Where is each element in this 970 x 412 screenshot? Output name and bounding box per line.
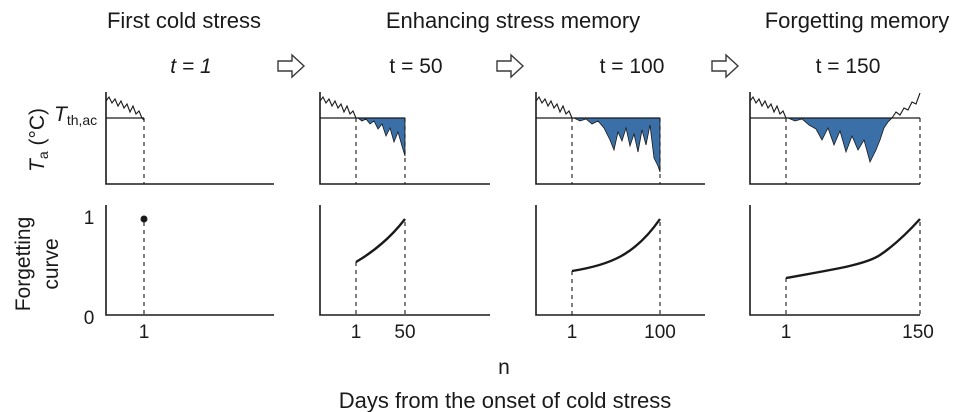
x-tick-label: 1 xyxy=(351,322,362,343)
memory-point xyxy=(140,215,148,223)
x-tick-label: 1 xyxy=(567,322,578,343)
stress-area xyxy=(787,117,893,164)
temperature-plot xyxy=(105,92,274,185)
heading-forgetting-memory: Forgetting memory xyxy=(765,8,950,33)
t-label-panel-1: t = 1 xyxy=(170,55,211,78)
heading-enhancing-stress-memory: Enhancing stress memory xyxy=(386,8,640,33)
temperature-trace xyxy=(891,92,921,119)
x-tick-label: 50 xyxy=(394,322,415,343)
t-label-panel-3: t = 100 xyxy=(600,55,665,78)
temperature-trace xyxy=(749,95,787,119)
forgetting-curve-label-line2: curve xyxy=(40,238,63,289)
forgetting-curve xyxy=(571,218,661,273)
panel-first-cold-stress: 1 xyxy=(105,92,274,343)
forgetting-plot xyxy=(535,205,705,316)
forgetting-tick-0: 0 xyxy=(84,308,95,329)
temperature-trace xyxy=(319,95,357,119)
temperature-trace xyxy=(535,95,573,119)
heading-first-cold-stress: First cold stress xyxy=(107,8,261,33)
right-arrow-icon xyxy=(277,53,306,79)
temperature-plot xyxy=(535,92,705,185)
panel-t-50: 1 50 xyxy=(319,92,490,343)
threshold-label: Tth,ac xyxy=(54,103,97,128)
stress-area xyxy=(573,117,661,173)
x-axis-caption: Days from the onset of cold stress xyxy=(339,388,672,412)
panel-t-100: 1 100 xyxy=(535,92,705,343)
forgetting-tick-1: 1 xyxy=(84,208,95,229)
right-arrow-icon xyxy=(496,53,525,79)
temperature-plot xyxy=(319,92,490,185)
forgetting-plot xyxy=(319,205,490,316)
x-tick-label: 150 xyxy=(902,322,934,343)
temperature-trace xyxy=(105,95,145,121)
x-tick-label: 1 xyxy=(781,322,792,343)
right-arrow-icon xyxy=(711,53,740,79)
temperature-axis-label: Ta (°C) xyxy=(26,108,51,172)
t-label-panel-2: t = 50 xyxy=(389,55,442,78)
x-axis-symbol: n xyxy=(498,356,510,379)
temperature-plot xyxy=(749,92,921,185)
stress-area xyxy=(356,117,406,157)
forgetting-curve-label-line1: Forgetting xyxy=(12,217,35,312)
x-tick-label: 1 xyxy=(139,322,150,343)
forgetting-curve xyxy=(355,218,406,264)
forgetting-plot xyxy=(105,205,274,316)
t-label-panel-4: t = 150 xyxy=(816,55,881,78)
forgetting-plot xyxy=(749,205,921,316)
panel-t-150: 1 150 xyxy=(749,92,934,343)
forgetting-curve xyxy=(785,218,921,280)
x-tick-label: 100 xyxy=(644,322,676,343)
